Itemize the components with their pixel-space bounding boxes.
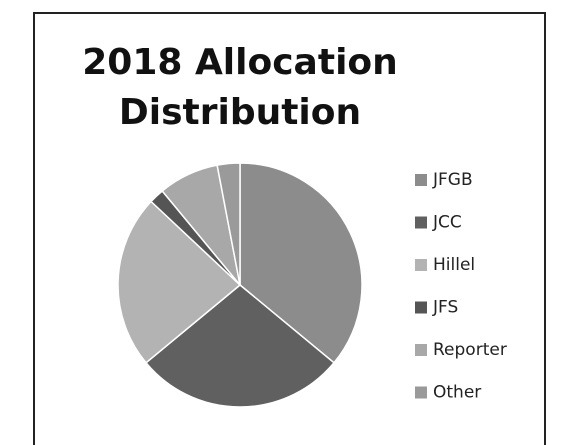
legend-label: Hillel: [433, 255, 475, 275]
pie-slice: [216, 162, 241, 286]
pie-slice: [239, 162, 363, 364]
legend-label: JCC: [432, 213, 462, 233]
legend-label: Reporter: [433, 340, 507, 360]
legend-swatch: [415, 344, 427, 356]
legend-swatch: [415, 174, 427, 186]
chart-frame: [33, 12, 546, 445]
legend-label: JFGB: [432, 170, 473, 190]
legend-swatch: [415, 216, 427, 229]
chart-title: 2018 Allocation Distribution: [82, 42, 398, 133]
legend-swatch: [415, 386, 427, 399]
legend-label: JFS: [432, 298, 458, 318]
pie-slice: [117, 200, 242, 364]
pie-slice: [144, 284, 336, 408]
legend-swatch: [415, 259, 427, 271]
legend-label: Other: [433, 383, 481, 403]
legend-swatch: [415, 301, 427, 314]
